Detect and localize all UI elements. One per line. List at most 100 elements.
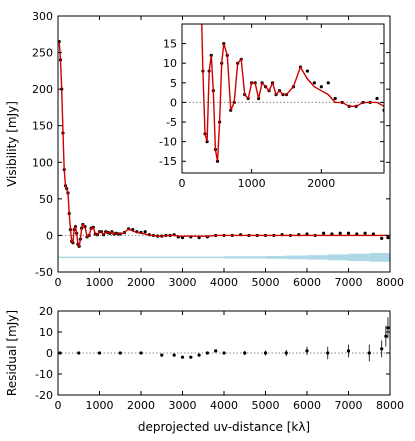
main-ytick-label: 0: [46, 229, 53, 242]
main-imag-segment: [182, 256, 224, 259]
inset-data-point: [319, 85, 323, 89]
inset-ytick-label: 5: [170, 77, 177, 90]
resid-point: [97, 351, 102, 355]
resid-ytick-label: -20: [35, 389, 53, 402]
main-xtick-label: 8000: [376, 276, 404, 289]
resid-point: [305, 349, 309, 353]
inset-model-curve: [201, 24, 384, 162]
resid-xtick-label: 1000: [86, 399, 114, 412]
resid-point: [384, 334, 388, 338]
resid-point: [77, 351, 81, 355]
resid-point: [189, 355, 193, 359]
resid-point: [214, 349, 218, 353]
main-imag-segment: [369, 252, 390, 262]
main-data-point: [338, 231, 342, 235]
inset-ytick-label: 0: [170, 96, 177, 109]
main-data-point: [380, 236, 384, 240]
main-xtick-label: 3000: [169, 276, 197, 289]
main-ytick-label: 50: [39, 193, 53, 206]
main-ytick-label: 200: [32, 83, 53, 96]
inset-background: [182, 24, 384, 173]
inset-data-point: [375, 96, 379, 101]
inset-y-ticks: -15 -10 -5 0 5 10 15: [159, 38, 384, 168]
model-line: [58, 41, 388, 249]
main-imag-segment: [307, 255, 328, 260]
residual-y-axis-label: Residual [mJy]: [5, 310, 19, 396]
resid-xtick-label: 3000: [169, 399, 197, 412]
resid-point: [172, 353, 176, 357]
resid-xtick-label: 0: [55, 399, 62, 412]
resid-ytick-label: 0: [46, 347, 53, 360]
main-xtick-label: 6000: [293, 276, 321, 289]
resid-point: [243, 351, 247, 355]
imaginary-band: [58, 252, 390, 262]
main-ytick-label: 250: [32, 47, 53, 60]
resid-xtick-label: 7000: [335, 399, 363, 412]
main-ytick-label: 100: [32, 156, 53, 169]
residual-panel: 0 1000 2000 3000 4000 5000 6000 7000 8000 -20 -10…: [5, 305, 404, 434]
main-imag-segment: [348, 253, 370, 262]
inset-xtick-label: 0: [179, 177, 186, 190]
resid-point: [367, 351, 371, 355]
inset-xtick-label: 2000: [307, 177, 335, 190]
inset-ytick-label: -5: [166, 116, 177, 129]
main-data-point: [386, 236, 390, 240]
inset-ytick-label: 15: [163, 38, 177, 51]
resid-ytick-label: -10: [35, 368, 53, 381]
inset-panel: 0 1000 2000 -15 -10 -5 0 5 10 15: [159, 23, 385, 190]
main-xtick-label: 7000: [335, 276, 363, 289]
main-xtick-label: 0: [55, 276, 62, 289]
inset-data-point: [326, 81, 330, 85]
resid-point: [346, 349, 351, 353]
main-imag-segment: [286, 255, 307, 260]
residual-x-ticks: 0 1000 2000 3000 4000 5000 6000 7000 8000: [55, 311, 404, 412]
resid-point: [205, 351, 209, 355]
resid-ytick-label: 20: [39, 305, 53, 318]
main-data-point: [143, 230, 147, 234]
main-xtick-label: 5000: [252, 276, 280, 289]
inset-x-ticks: 0 1000 2000: [179, 24, 335, 190]
main-imag-segment: [141, 256, 183, 259]
main-imag-segment: [265, 255, 287, 259]
resid-xtick-label: 8000: [376, 399, 404, 412]
resid-point: [118, 351, 122, 355]
main-xtick-label: 4000: [210, 276, 238, 289]
inset-ytick-label: -10: [159, 136, 177, 149]
main-ytick-label: 150: [32, 120, 53, 133]
resid-point: [284, 351, 288, 355]
resid-xtick-label: 4000: [210, 399, 238, 412]
resid-point: [139, 351, 143, 355]
main-imag-segment: [327, 254, 349, 261]
main-xtick-label: 2000: [127, 276, 155, 289]
main-data-point: [363, 231, 367, 235]
main-model-curve: [58, 41, 388, 249]
inset-data-point: [333, 96, 337, 101]
residual-y-ticks: -20 -10 0 10 20: [35, 305, 390, 402]
x-axis-label: deprojected uv-distance [kλ]: [138, 420, 310, 434]
main-imag-segment: [224, 256, 266, 259]
resid-xtick-label: 5000: [252, 399, 280, 412]
main-data-point: [322, 231, 326, 235]
main-data-point: [346, 231, 351, 235]
resid-point: [197, 353, 201, 357]
main-imag-segment: [99, 256, 141, 259]
resid-xtick-label: 2000: [127, 399, 155, 412]
resid-point: [263, 351, 268, 355]
main-xtick-label: 1000: [86, 276, 114, 289]
resid-point: [222, 351, 226, 355]
main-ytick-label: -50: [35, 266, 53, 279]
inset-xtick-label: 1000: [238, 177, 266, 190]
resid-ytick-label: 10: [39, 326, 53, 339]
resid-point: [160, 353, 164, 357]
inset-data-point: [305, 69, 309, 73]
inset-ytick-label: 10: [163, 57, 177, 70]
resid-xtick-label: 6000: [293, 399, 321, 412]
main-x-ticks: 0 1000 2000 3000 4000 5000 6000 7000 8000: [55, 16, 404, 289]
resid-point: [386, 326, 390, 330]
main-y-axis-label: Visibility [mJy]: [5, 101, 19, 187]
residual-points: [58, 317, 390, 362]
inset-model-line: [201, 24, 384, 162]
resid-point: [380, 347, 384, 351]
inset-axes-frame: [181, 23, 385, 174]
